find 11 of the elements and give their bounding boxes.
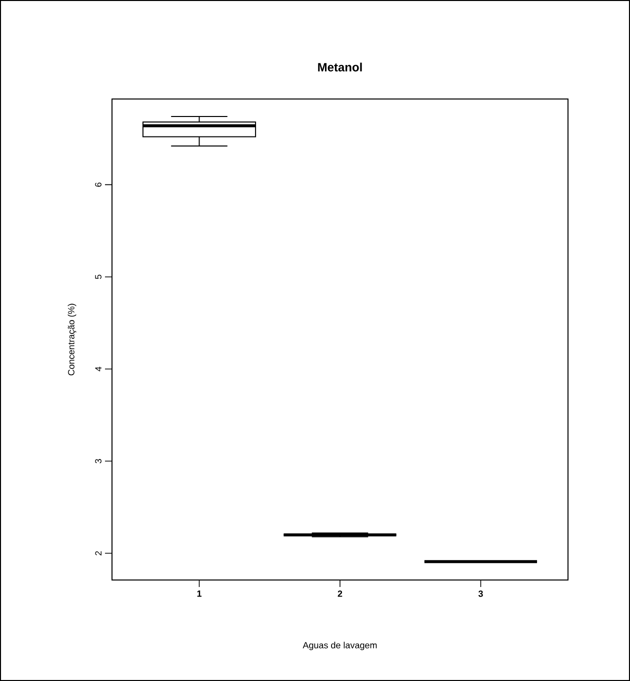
y-tick-label: 4 <box>95 366 102 372</box>
y-tick-label: 3 <box>95 459 102 464</box>
y-tick-label: 2 <box>95 551 102 556</box>
y-axis-title: Concentração (%) <box>68 304 76 376</box>
x-tick-label: 1 <box>197 590 202 597</box>
x-tick-label: 2 <box>338 590 342 597</box>
x-tick-label: 3 <box>478 590 483 597</box>
y-tick-label: 5 <box>95 274 102 279</box>
x-axis-title: Aguas de lavagem <box>302 642 377 650</box>
chart-title: Metanol <box>318 62 362 72</box>
y-tick-label: 6 <box>95 182 102 187</box>
